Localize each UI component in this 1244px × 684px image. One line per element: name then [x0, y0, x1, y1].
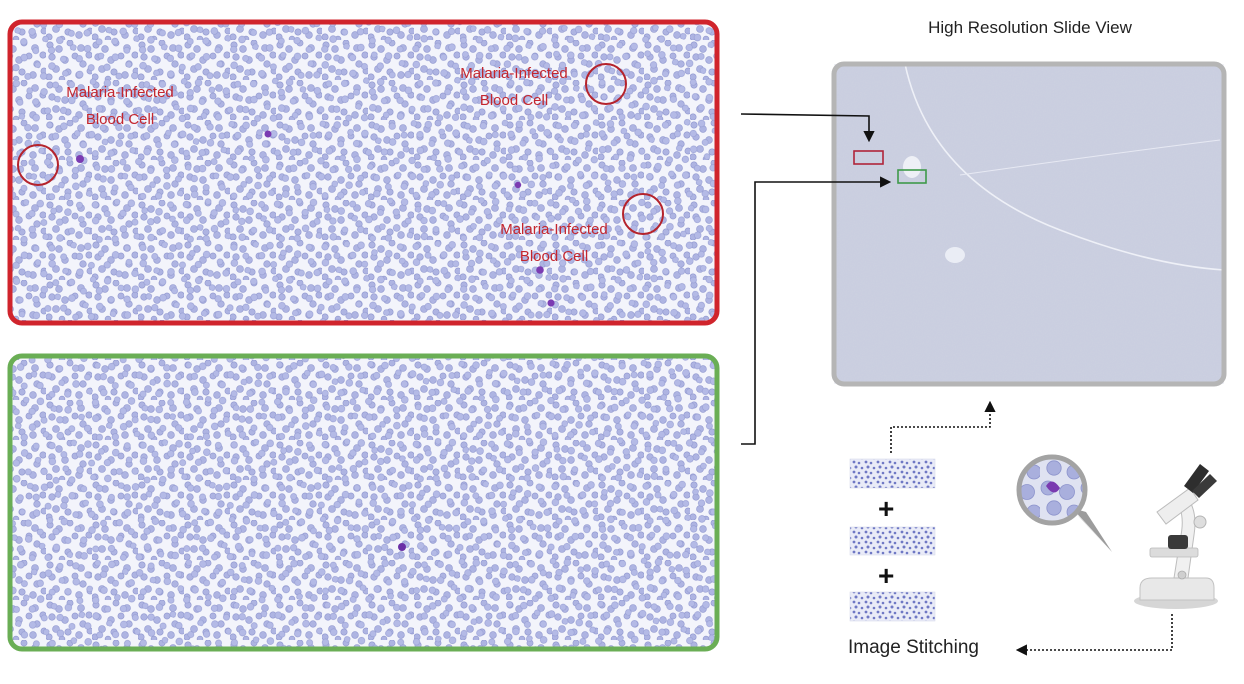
healthy-region-box — [897, 169, 927, 184]
plus-operator: + — [878, 560, 895, 591]
healthy-connector-arrow — [741, 176, 892, 445]
high-resolution-slide — [831, 61, 1227, 387]
infected-cell-marker — [622, 193, 664, 235]
stitching-output-arrow — [890, 400, 996, 453]
magnifier-bubble-icon — [1016, 454, 1112, 552]
infected-cell-label: Malaria-Infected Blood Cell — [66, 84, 174, 128]
infected-cell-label: Malaria-Infected Blood Cell — [460, 65, 568, 109]
plus-operator: + — [878, 493, 895, 524]
healthy-panel-border — [7, 353, 720, 652]
microscope-output-arrow — [1015, 614, 1173, 656]
infected-smear-panel — [7, 19, 720, 326]
infected-panel-border — [7, 19, 720, 326]
image-tile — [849, 591, 936, 622]
healthy-smear-panel — [7, 353, 720, 652]
infected-region-box — [853, 150, 884, 165]
infected-cell-marker — [17, 144, 59, 186]
infected-cell-marker — [585, 63, 627, 105]
microscope-icon — [1134, 464, 1218, 609]
image-stitching-label: Image Stitching — [848, 637, 979, 658]
slide-view-title: High Resolution Slide View — [928, 18, 1132, 37]
infected-connector-arrow — [740, 113, 875, 143]
image-tile — [849, 526, 936, 556]
image-tile — [849, 458, 936, 489]
infected-cell-label: Malaria-Infected Blood Cell — [500, 221, 608, 265]
